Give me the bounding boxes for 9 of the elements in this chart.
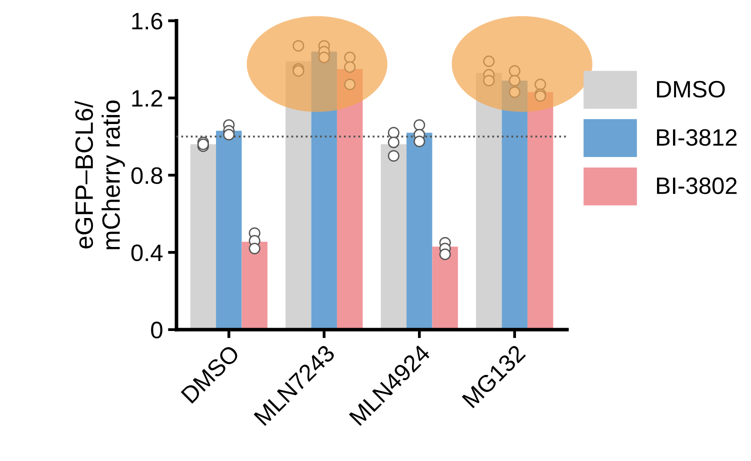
y-axis-title: eGFP–BCL6/ mCherry ratio — [74, 100, 125, 250]
y-tick-label: 1.2 — [132, 90, 162, 107]
y-tick-label: 0.8 — [131, 167, 162, 184]
y-tick-label: 0.4 — [131, 244, 163, 262]
legend-label: DMSO — [657, 80, 725, 98]
y-tick-label: 0 — [151, 322, 162, 338]
legend-label: BI-3802 — [657, 177, 737, 194]
legend-label: BI-3812 — [657, 129, 737, 146]
y-tick-label: 1.6 — [132, 12, 162, 30]
